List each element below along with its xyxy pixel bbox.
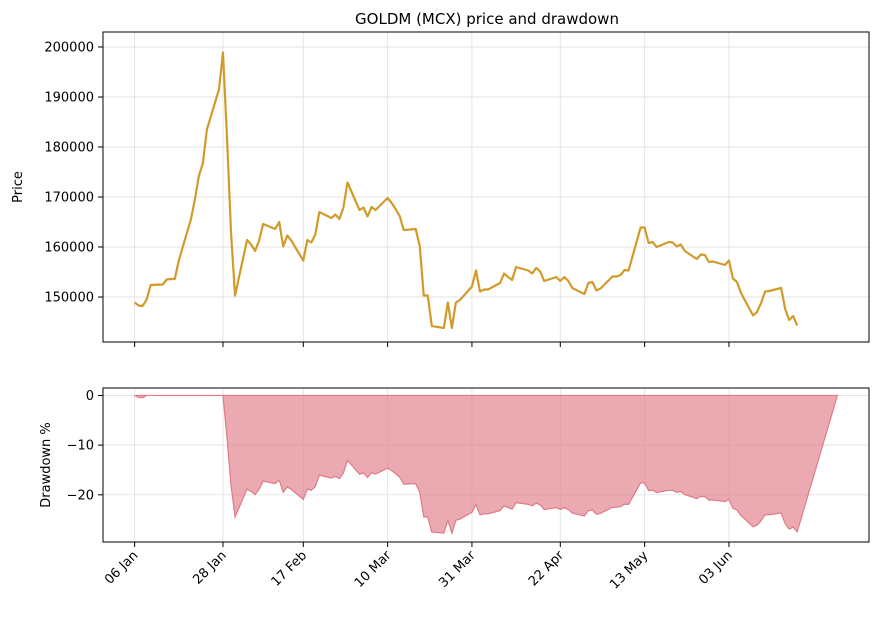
x-tick-label: 03 Jun [696,548,736,588]
price-y-tick-label: 190000 [44,91,94,106]
price-y-tick-label: 160000 [44,241,94,256]
drawdown-plot-frame [102,387,870,543]
x-tick-label: 10 Mar [352,548,395,591]
price-y-axis: 150000 160000 170000 180000 190000 200000 [44,41,103,306]
x-tick-label: 22 Apr [526,548,568,590]
price-y-tick-label: 200000 [44,41,94,56]
x-tick-label: 28 Jan [190,548,229,587]
x-tick-label: 31 Mar [436,548,479,591]
price-y-axis-label: Price [11,171,26,203]
drawdown-y-tick-label: −20 [67,488,94,503]
x-tick-label: 13 May [607,548,651,592]
price-y-tick-label: 150000 [44,291,94,306]
price-y-tick-label: 170000 [44,191,94,206]
x-tick-label: 06 Jan [102,548,141,587]
drawdown-x-axis: 06 Jan 28 Jan 17 Feb 10 Mar 31 Mar 22 Apr 13 M… [102,542,736,592]
drawdown-y-axis-label: Drawdown % [39,422,54,508]
price-grid [103,32,869,342]
x-tick-label: 17 Feb [269,548,311,590]
price-series-line [133,51,799,330]
drawdown-area [134,394,839,536]
price-x-ticks [134,342,730,347]
drawdown-y-axis: 0 −10 −20 [67,389,103,503]
drawdown-y-tick-label: −10 [67,439,94,454]
price-y-tick-label: 180000 [44,141,94,156]
chart-title: GOLDM (MCX) price and drawdown [355,10,619,28]
drawdown-y-tick-label: 0 [86,389,94,404]
price-plot-frame [102,31,870,343]
